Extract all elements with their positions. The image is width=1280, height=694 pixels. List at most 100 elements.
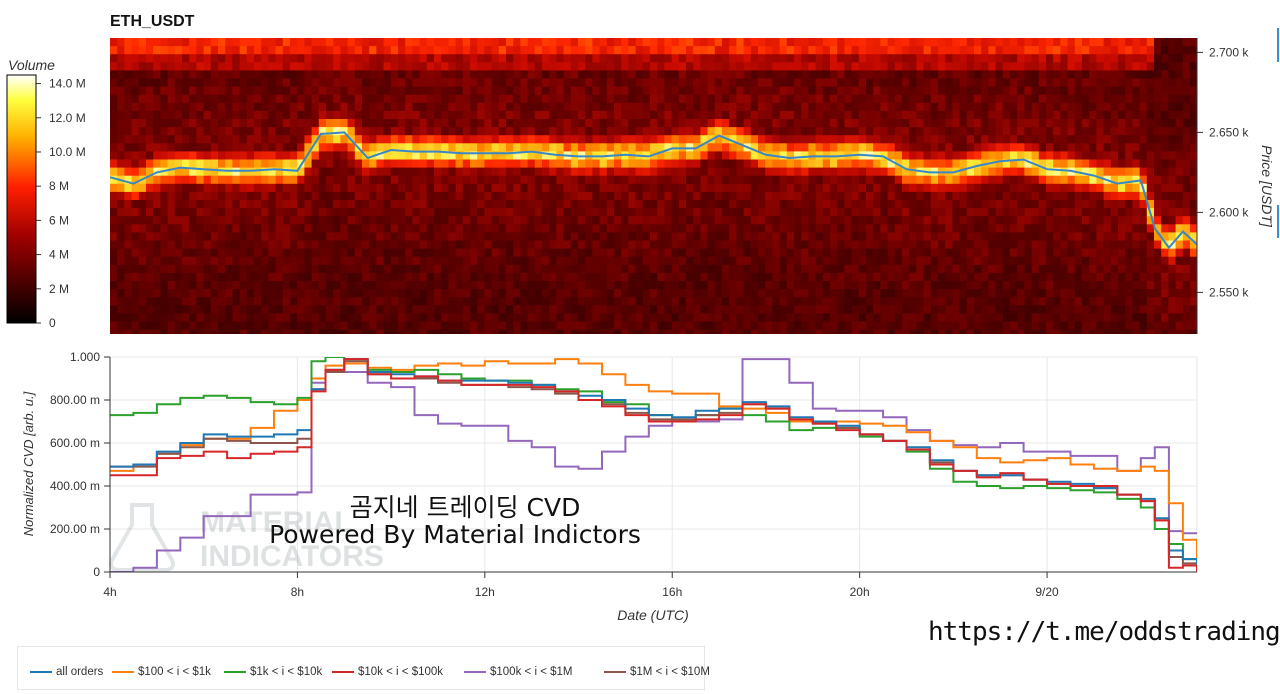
heatmap-cell: [873, 322, 881, 331]
heatmap-cell: [204, 135, 212, 144]
heatmap-cell: [852, 103, 860, 112]
heatmap-cell: [758, 224, 766, 233]
heatmap-cell: [261, 95, 269, 104]
heatmap-cell: [614, 87, 622, 96]
heatmap-cell: [427, 249, 435, 258]
heatmap-cell: [160, 297, 168, 306]
heatmap-cell: [585, 224, 593, 233]
heatmap-cell: [391, 281, 399, 290]
heatmap-cell: [484, 305, 492, 314]
heatmap-cell: [225, 330, 233, 339]
heatmap-cell: [369, 95, 377, 104]
heatmap-cell: [945, 160, 953, 169]
heatmap-cell: [240, 192, 248, 201]
heatmap-cell: [391, 119, 399, 128]
heatmap-cell: [578, 70, 586, 79]
heatmap-cell: [823, 249, 831, 258]
heatmap-cell: [182, 46, 190, 55]
heatmap-cell: [391, 151, 399, 160]
heatmap-cell: [153, 305, 161, 314]
heatmap-cell: [283, 135, 291, 144]
heatmap-cell: [297, 62, 305, 71]
heatmap-cell: [1060, 313, 1068, 322]
heatmap-cell: [931, 143, 939, 152]
heatmap-cell: [1003, 200, 1011, 209]
heatmap-cell: [139, 297, 147, 306]
heatmap-cell: [787, 176, 795, 185]
heatmap-cell: [679, 305, 687, 314]
heatmap-cell: [686, 208, 694, 217]
heatmap-cell: [456, 216, 464, 225]
heatmap-cell: [1053, 151, 1061, 160]
heatmap-cell: [938, 281, 946, 290]
heatmap-cell: [628, 62, 636, 71]
heatmap-cell: [859, 273, 867, 282]
heatmap-cell: [952, 216, 960, 225]
heatmap-cell: [204, 249, 212, 258]
heatmap-cell: [405, 322, 413, 331]
heatmap-cell: [873, 79, 881, 88]
heatmap-cell: [823, 168, 831, 177]
heatmap-cell: [182, 257, 190, 266]
heatmap-cell: [1003, 168, 1011, 177]
heatmap-cell: [276, 257, 284, 266]
heatmap-cell: [772, 208, 780, 217]
heatmap-cell: [132, 297, 140, 306]
heatmap-cell: [873, 200, 881, 209]
heatmap-cell: [844, 224, 852, 233]
heatmap-cell: [384, 216, 392, 225]
heatmap-cell: [780, 322, 788, 331]
heatmap-cell: [376, 289, 384, 298]
heatmap-cell: [736, 151, 744, 160]
heatmap-cell: [369, 46, 377, 55]
heatmap-cell: [866, 176, 874, 185]
heatmap-cell: [1053, 160, 1061, 169]
heatmap-cell: [492, 265, 500, 274]
heatmap-cell: [448, 168, 456, 177]
heatmap-cell: [780, 313, 788, 322]
heatmap-cell: [456, 289, 464, 298]
heatmap-cell: [427, 200, 435, 209]
heatmap-cell: [153, 208, 161, 217]
heatmap-cell: [967, 216, 975, 225]
heatmap-cell: [844, 168, 852, 177]
heatmap-cell: [160, 135, 168, 144]
heatmap-cell: [204, 151, 212, 160]
heatmap-cell: [1032, 79, 1040, 88]
heatmap-cell: [132, 232, 140, 241]
heatmap-cell: [232, 54, 240, 63]
heatmap-cell: [434, 313, 442, 322]
heatmap-cell: [801, 111, 809, 120]
heatmap-cell: [189, 273, 197, 282]
heatmap-cell: [340, 38, 348, 47]
heatmap-cell: [283, 200, 291, 209]
heatmap-cell: [1075, 111, 1083, 120]
heatmap-cell: [1039, 184, 1047, 193]
heatmap-cell: [945, 135, 953, 144]
heatmap-cell: [808, 79, 816, 88]
heatmap-cell: [729, 208, 737, 217]
heatmap-cell: [276, 95, 284, 104]
heatmap-cell: [355, 70, 363, 79]
heatmap-cell: [240, 265, 248, 274]
heatmap-cell: [225, 208, 233, 217]
heatmap-cell: [549, 54, 557, 63]
heatmap-cell: [614, 111, 622, 120]
heatmap-cell: [132, 224, 140, 233]
heatmap-cell: [1032, 87, 1040, 96]
heatmap-cell: [722, 87, 730, 96]
heatmap-cell: [765, 70, 773, 79]
heatmap-cell: [376, 216, 384, 225]
heatmap-cell: [232, 224, 240, 233]
heatmap-cell: [542, 249, 550, 258]
heatmap-cell: [1068, 200, 1076, 209]
heatmap-cell: [830, 192, 838, 201]
heatmap-cell: [564, 143, 572, 152]
heatmap-cell: [420, 305, 428, 314]
heatmap-cell: [290, 330, 298, 339]
heatmap-cell: [492, 232, 500, 241]
heatmap-cell: [571, 160, 579, 169]
heatmap-cell: [326, 38, 334, 47]
heatmap-cell: [312, 87, 320, 96]
heatmap-cell: [506, 313, 514, 322]
